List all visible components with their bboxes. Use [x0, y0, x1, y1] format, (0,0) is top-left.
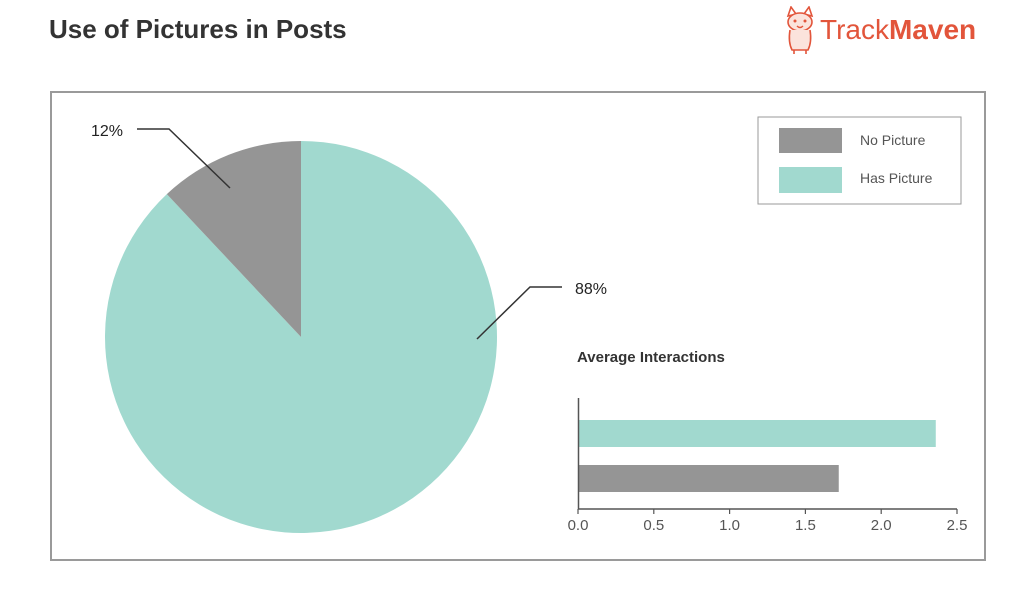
bar-x-tick-label: 1.0	[719, 517, 740, 534]
brand-name: TrackMaven	[820, 14, 976, 46]
pie-leader-has-picture	[476, 286, 562, 340]
bar-x-ticks: 0.0 0.5 1.0 1.5 2.0 2.5	[568, 509, 968, 534]
pie-leader-no-picture	[137, 128, 231, 189]
legend-swatch-has-picture	[779, 167, 842, 193]
chart-frame	[50, 91, 986, 561]
brand-name-bold: Maven	[888, 14, 977, 45]
bar-x-tick-label: 0.0	[568, 517, 589, 534]
legend: No Picture Has Picture	[757, 116, 962, 205]
pie-slice-has-picture	[104, 141, 497, 533]
pie-label-no-picture: 12%	[91, 123, 123, 140]
legend-label-no-picture: No Picture	[860, 132, 926, 148]
bar-chart-title: Average Interactions	[577, 349, 725, 366]
page-title: Use of Pictures in Posts	[49, 14, 347, 44]
bar-has-picture	[578, 420, 936, 447]
bar-no-picture	[578, 465, 839, 492]
legend-swatch-no-picture	[779, 128, 842, 153]
bar-x-tick-label: 2.5	[947, 517, 968, 534]
legend-label-has-picture: Has Picture	[860, 170, 933, 186]
pie-slice-no-picture	[166, 141, 301, 337]
brand-logo: TrackMaven	[782, 5, 992, 56]
bar-x-tick-label: 2.0	[871, 517, 892, 534]
bar-x-tick-label: 1.5	[795, 517, 816, 534]
pie-label-has-picture: 88%	[575, 281, 607, 298]
brand-name-light: Track	[820, 14, 889, 45]
corgi-logo-icon	[786, 5, 814, 54]
bar-x-tick-label: 0.5	[643, 517, 664, 534]
